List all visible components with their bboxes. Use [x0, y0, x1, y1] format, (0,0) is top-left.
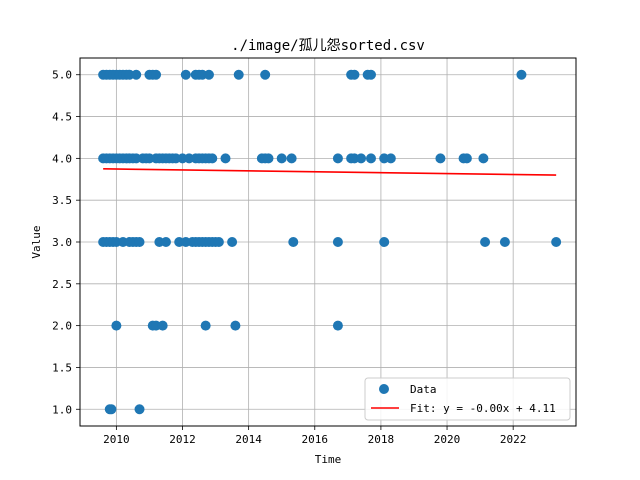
data-point	[134, 404, 145, 415]
data-point	[213, 237, 224, 247]
data-point	[516, 69, 527, 80]
chart-title: ./image/孤儿怨sorted.csv	[231, 38, 425, 54]
data-point	[379, 237, 390, 247]
x-tick-label: 2014	[235, 433, 262, 446]
data-point	[332, 237, 343, 247]
data-point	[151, 69, 162, 80]
y-axis-label: Value	[30, 225, 43, 258]
data-point	[106, 404, 117, 415]
data-point	[207, 153, 218, 164]
data-point	[499, 237, 510, 247]
y-tick-label: 3.5	[52, 194, 72, 207]
data-point	[365, 153, 376, 164]
x-axis-label: Time	[315, 453, 342, 466]
x-axis-ticks: 2010 2012 2014 2016 2018 2020 2022	[103, 426, 526, 446]
data-point	[461, 153, 472, 164]
x-tick-label: 2010	[103, 433, 130, 446]
legend-box	[364, 377, 571, 421]
legend-data-label: Data	[410, 383, 437, 396]
data-point	[480, 237, 491, 247]
data-point	[365, 69, 376, 80]
data-point	[260, 69, 271, 80]
data-point	[200, 320, 211, 331]
data-point	[288, 237, 299, 247]
y-tick-label: 3.0	[52, 236, 72, 249]
data-point	[227, 237, 238, 247]
data-point	[286, 153, 297, 164]
legend: Data Fit: y = -0.00x + 4.11	[364, 377, 571, 421]
x-tick-label: 2012	[169, 433, 196, 446]
x-tick-label: 2018	[368, 433, 395, 446]
data-point	[478, 153, 489, 164]
x-tick-label: 2022	[500, 433, 527, 446]
data-point	[220, 153, 231, 164]
y-axis-ticks: 1.0 1.5 2.0 2.5 3.0 3.5 4.0 4.5 5.0	[52, 69, 80, 416]
data-point	[356, 153, 367, 164]
y-tick-label: 4.0	[52, 152, 72, 165]
data-point	[263, 153, 274, 164]
data-point	[276, 153, 287, 164]
data-point	[233, 69, 244, 80]
data-point	[180, 69, 191, 80]
x-tick-label: 2020	[434, 433, 461, 446]
data-point	[385, 153, 396, 164]
data-point	[203, 69, 214, 80]
y-tick-label: 2.0	[52, 320, 72, 333]
data-point	[332, 153, 343, 164]
data-point	[435, 153, 446, 164]
data-point	[332, 320, 343, 331]
data-point	[134, 237, 145, 247]
y-tick-label: 1.5	[52, 361, 72, 374]
legend-fit-label: Fit: y = -0.00x + 4.11	[410, 402, 556, 415]
data-point	[157, 320, 168, 331]
y-tick-label: 4.5	[52, 111, 72, 124]
y-tick-label: 5.0	[52, 69, 72, 82]
x-tick-label: 2016	[302, 433, 329, 446]
data-point	[111, 320, 122, 331]
data-point	[131, 69, 142, 80]
data-points	[98, 69, 562, 415]
data-point	[230, 320, 241, 331]
fit-line	[103, 168, 557, 176]
legend-data-marker	[379, 384, 389, 394]
y-tick-label: 1.0	[52, 403, 72, 416]
data-point	[160, 237, 171, 247]
data-point	[551, 237, 562, 247]
fit-line-layer	[103, 168, 557, 176]
data-point	[349, 69, 360, 80]
y-tick-label: 2.5	[52, 278, 72, 291]
